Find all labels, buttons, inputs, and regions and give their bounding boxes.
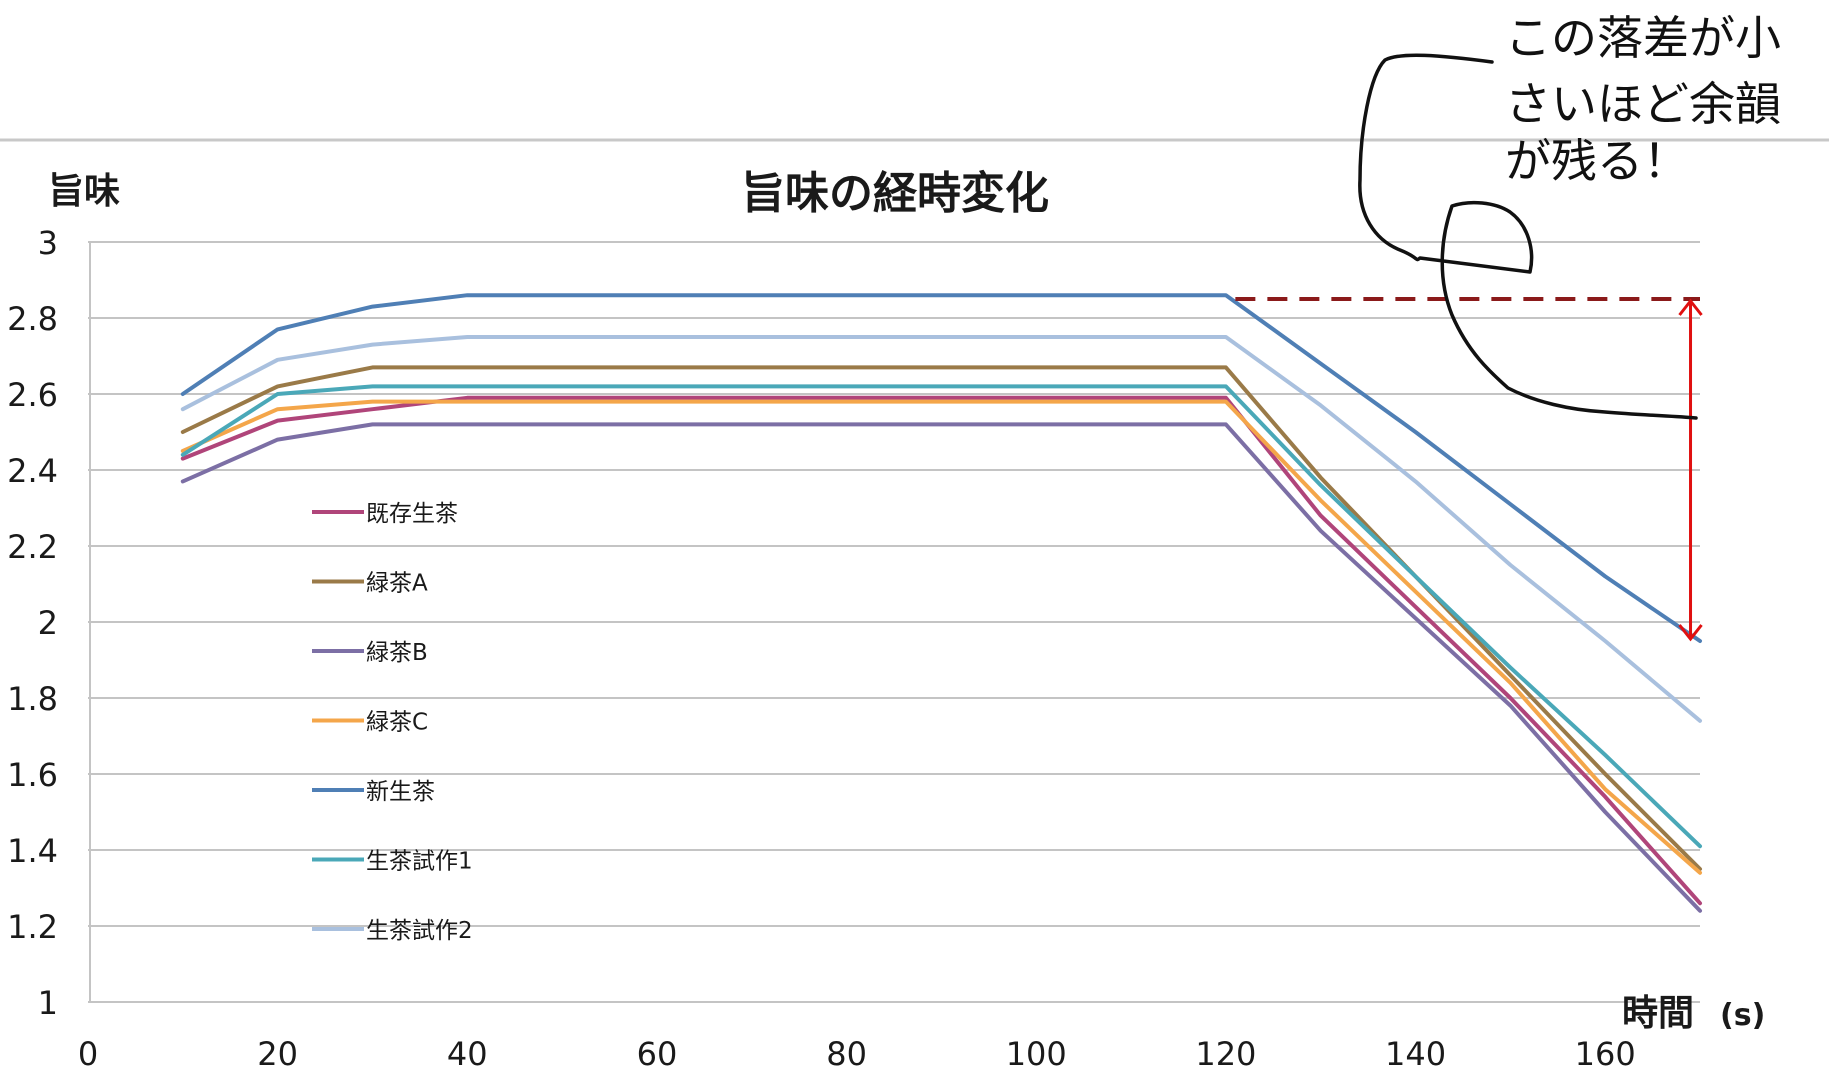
series-line-3 (180, 399, 1702, 875)
series-line-4 (180, 293, 1702, 643)
chart-title: 旨味の経時変化 (741, 168, 1049, 219)
y-tick-label-3: 1.6 (7, 756, 58, 794)
x-tick-label-8: 160 (1575, 1035, 1636, 1073)
x-tick-label-0: 0 (78, 1035, 98, 1073)
x-tick-label-6: 120 (1195, 1035, 1256, 1073)
y-tick-label-10: 3 (38, 224, 58, 262)
x-tick-label-5: 100 (1006, 1035, 1067, 1073)
tick-labels: 1 1.2 1.4 1.6 1.8 2 2.2 2.4 2.6 2.8 3 0 20 40 60 80 100 1… (7, 224, 1636, 1073)
grid (88, 241, 1700, 1003)
y-tick-label-7: 2.4 (7, 452, 58, 490)
x-tick-label-2: 40 (447, 1035, 488, 1073)
annotation-group (1235, 53, 1703, 642)
y-tick-label-2: 1.4 (7, 832, 58, 870)
x-tick-label-7: 140 (1385, 1035, 1446, 1073)
legend-label-4: 新生茶 (366, 779, 435, 805)
difference-arrow-head-bottom (1678, 624, 1703, 642)
y-tick-label-9: 2.8 (7, 300, 58, 338)
x-axis-label: 時間 (1622, 993, 1694, 1034)
difference-arrow-head-top (1678, 298, 1703, 316)
y-tick-label-0: 1 (38, 984, 58, 1022)
annotation-line-3: が残る！ (1505, 134, 1689, 188)
x-tick-label-1: 20 (257, 1035, 298, 1073)
series-group (180, 293, 1702, 913)
y-axis-label: 旨味 (48, 171, 120, 212)
annotation-line-1: この落差が小 (1505, 11, 1781, 65)
legend-label-6: 生茶試作2 (366, 918, 473, 944)
series-line-6 (180, 335, 1702, 723)
legend-label-5: 生茶試作1 (366, 849, 473, 875)
legend-label-1: 緑茶A (366, 571, 428, 597)
series-line-0 (180, 395, 1702, 906)
series-line-2 (180, 422, 1702, 913)
x-tick-label-4: 80 (826, 1035, 867, 1073)
series-line-5 (180, 384, 1702, 849)
y-tick-label-4: 1.8 (7, 680, 58, 718)
annotation-line-2: さいほど余韻 (1505, 77, 1781, 131)
y-tick-label-8: 2.6 (7, 376, 58, 414)
x-tick-label-3: 60 (637, 1035, 678, 1073)
legend-label-2: 緑茶B (366, 640, 428, 666)
legend-label-3: 緑茶C (366, 710, 428, 736)
legend-label-0: 既存生茶 (366, 501, 458, 527)
y-tick-label-1: 1.2 (7, 908, 58, 946)
hand-drawn-callout-loop (1358, 53, 1698, 420)
y-tick-label-5: 2 (38, 604, 58, 642)
x-axis-unit: (s) (1720, 998, 1765, 1033)
y-tick-label-6: 2.2 (7, 528, 58, 566)
series-line-1 (180, 365, 1702, 871)
